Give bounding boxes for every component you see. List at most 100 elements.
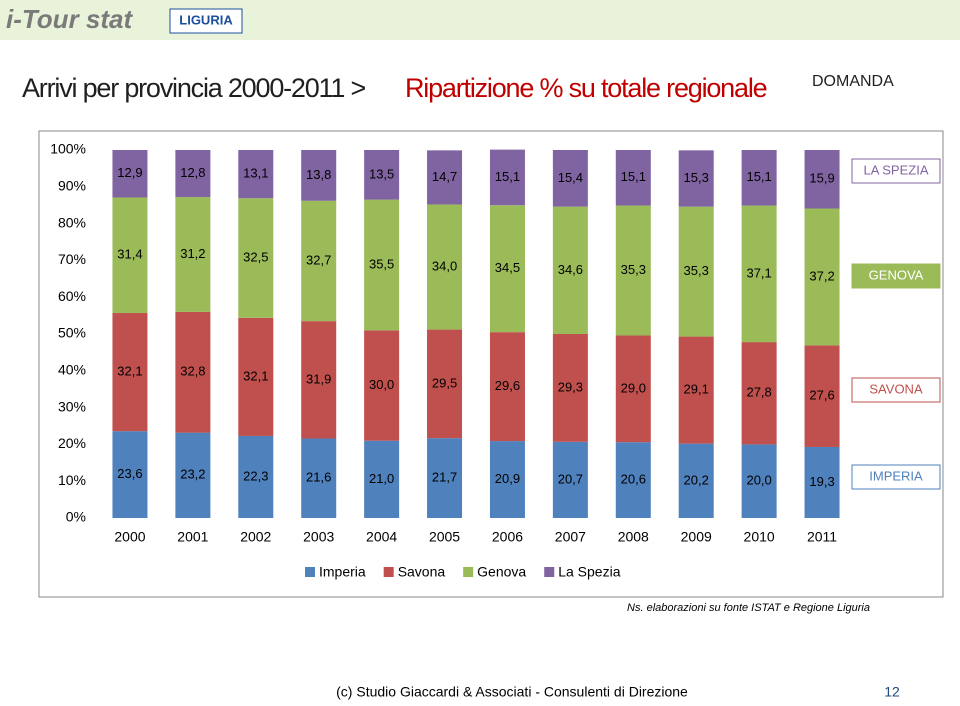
value-label: 15,3 bbox=[684, 170, 709, 185]
legend-label: La Spezia bbox=[558, 564, 620, 580]
bar-segment bbox=[489, 441, 525, 518]
bar-segment bbox=[112, 313, 148, 432]
value-label: 32,1 bbox=[117, 364, 142, 379]
footer-credit: (c) Studio Giaccardi & Associati - Consu… bbox=[336, 684, 688, 700]
side-label-box bbox=[851, 158, 941, 184]
bar-segment bbox=[741, 444, 777, 518]
bar-segment bbox=[301, 438, 337, 518]
logo: i-Tour stat bbox=[6, 4, 133, 34]
bar-segment bbox=[238, 198, 274, 318]
bar-segment bbox=[552, 206, 588, 334]
bar-segment bbox=[112, 431, 148, 518]
x-tick-label: 2004 bbox=[366, 529, 397, 545]
bar-segment bbox=[678, 206, 714, 337]
value-label: 35,5 bbox=[369, 256, 394, 271]
side-label-box bbox=[851, 377, 941, 403]
bar-segment bbox=[301, 150, 337, 201]
title-highlight: Ripartizione % su totale regionale bbox=[405, 73, 767, 103]
y-tick-label: 100% bbox=[50, 141, 86, 157]
x-tick-label: 2002 bbox=[240, 529, 271, 545]
bar-segment bbox=[489, 332, 525, 442]
value-label: 13,8 bbox=[306, 167, 331, 182]
value-label: 21,0 bbox=[369, 471, 394, 486]
bar-segment bbox=[552, 150, 588, 207]
value-label: 27,6 bbox=[809, 388, 834, 403]
legend-label: Genova bbox=[477, 564, 526, 580]
bar-segment bbox=[489, 205, 525, 333]
bar-segment bbox=[678, 336, 714, 444]
bar-segment bbox=[427, 438, 463, 518]
y-tick-label: 90% bbox=[58, 178, 86, 194]
bar-segment bbox=[615, 150, 651, 206]
side-label-box bbox=[851, 263, 941, 289]
bar-segment bbox=[552, 441, 588, 518]
value-label: 32,1 bbox=[243, 368, 268, 383]
top-band bbox=[0, 0, 960, 40]
value-label: 20,6 bbox=[621, 472, 646, 487]
bar-segment bbox=[615, 335, 651, 443]
legend-swatch bbox=[544, 567, 555, 577]
value-label: 34,0 bbox=[432, 258, 457, 273]
value-label: 23,2 bbox=[180, 467, 205, 482]
x-tick-label: 2010 bbox=[744, 529, 775, 545]
value-label: 35,3 bbox=[684, 263, 709, 278]
value-label: 20,2 bbox=[684, 472, 709, 487]
value-label: 37,2 bbox=[809, 268, 834, 283]
side-label-box bbox=[851, 464, 941, 490]
y-tick-label: 70% bbox=[58, 251, 86, 267]
x-tick-label: 2000 bbox=[114, 529, 145, 545]
value-label: 27,8 bbox=[746, 385, 771, 400]
value-label: 31,9 bbox=[306, 371, 331, 386]
y-tick-label: 40% bbox=[58, 362, 86, 378]
value-label: 12,9 bbox=[117, 165, 142, 180]
legend-swatch bbox=[305, 567, 315, 577]
value-label: 22,3 bbox=[243, 468, 268, 483]
bar-segment bbox=[364, 440, 400, 518]
bar-segment bbox=[238, 317, 274, 436]
section: DOMANDA bbox=[812, 73, 894, 90]
bar-segment bbox=[175, 197, 211, 312]
x-tick-label: 2007 bbox=[555, 529, 586, 545]
y-tick-label: 20% bbox=[58, 435, 86, 451]
value-label: 29,0 bbox=[621, 380, 646, 395]
value-label: 20,7 bbox=[558, 471, 583, 486]
region-logo: LIGURIA bbox=[179, 12, 233, 27]
y-tick-label: 10% bbox=[58, 472, 86, 488]
note: Ns. elaborazioni su fonte ISTAT e Region… bbox=[627, 602, 870, 614]
bar-segment bbox=[741, 150, 777, 206]
x-tick-label: 2005 bbox=[429, 529, 460, 545]
side-label: SAVONA bbox=[869, 381, 923, 396]
title-main: Arrivi per provincia 2000-2011 > bbox=[22, 73, 365, 103]
bar-segment bbox=[175, 432, 211, 518]
y-tick-label: 80% bbox=[58, 214, 86, 230]
side-label: GENOVA bbox=[869, 267, 924, 282]
bar-segment bbox=[112, 197, 148, 314]
bar-segment bbox=[804, 150, 840, 209]
bar-segment bbox=[364, 330, 400, 441]
bar-segment bbox=[301, 321, 337, 439]
value-label: 32,7 bbox=[306, 252, 331, 267]
value-label: 30,0 bbox=[369, 377, 394, 392]
value-label: 15,1 bbox=[621, 169, 646, 184]
y-tick-label: 50% bbox=[58, 325, 86, 341]
value-label: 34,6 bbox=[558, 262, 583, 277]
bar-segment bbox=[615, 205, 651, 336]
bar-segment bbox=[489, 149, 525, 206]
value-label: 15,9 bbox=[809, 171, 834, 186]
region-box bbox=[169, 8, 243, 34]
value-label: 12,8 bbox=[180, 165, 205, 180]
bar-segment bbox=[741, 205, 777, 343]
x-tick-label: 2001 bbox=[177, 529, 208, 545]
bar-segment bbox=[741, 342, 777, 445]
bar-segment bbox=[427, 329, 463, 439]
bar-segment bbox=[112, 150, 148, 198]
value-label: 29,6 bbox=[495, 378, 520, 393]
bar-segment bbox=[678, 150, 714, 207]
y-tick-label: 30% bbox=[58, 398, 86, 414]
value-label: 29,1 bbox=[684, 382, 709, 397]
bar-segment bbox=[615, 442, 651, 518]
y-tick-label: 0% bbox=[66, 509, 86, 525]
x-tick-label: 2008 bbox=[618, 529, 649, 545]
bar-segment bbox=[301, 200, 337, 322]
